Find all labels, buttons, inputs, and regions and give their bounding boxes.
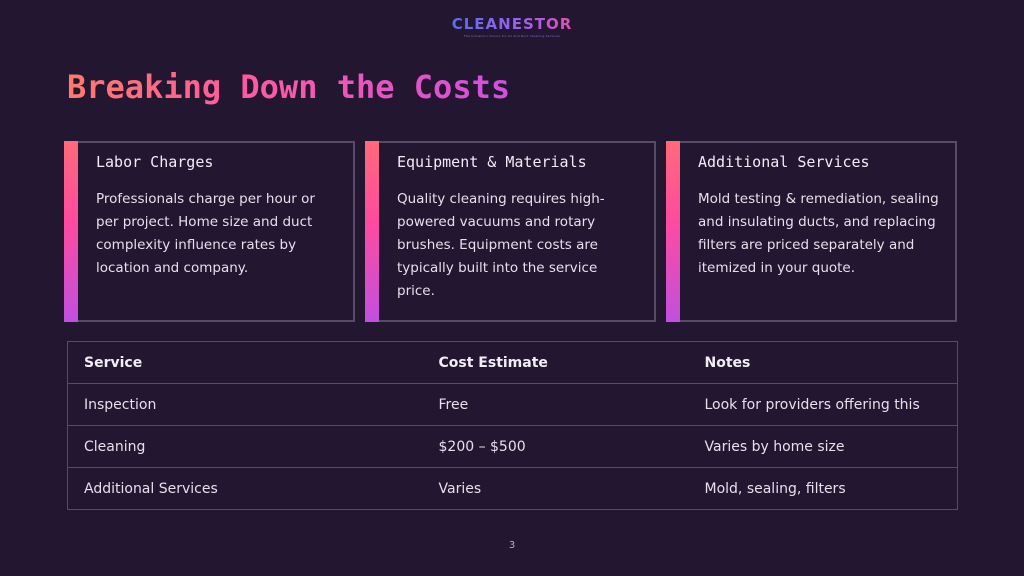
cell-cost: Free [422, 383, 689, 426]
table-row: Additional Services Varies Mold, sealing… [67, 467, 958, 510]
card-heading: Equipment & Materials [397, 153, 587, 171]
cell-service: Additional Services [67, 467, 423, 510]
cell-service: Cleaning [67, 425, 423, 468]
card-additional-services: Additional Services Mold testing & remed… [666, 141, 957, 322]
card-accent-bar [666, 141, 680, 322]
logo: CLEANESTOR The Industry's Choice for Air… [0, 14, 1024, 38]
card-body: Quality cleaning requires high-powered v… [397, 191, 605, 299]
cell-notes: Mold, sealing, filters [688, 467, 958, 510]
table-row: Inspection Free Look for providers offer… [67, 383, 958, 426]
column-header-notes: Notes [688, 341, 958, 384]
column-header-cost-estimate: Cost Estimate [422, 341, 689, 384]
card-labor-charges: Labor Charges Professionals charge per h… [64, 141, 355, 322]
card-body: Professionals charge per hour or per pro… [96, 191, 315, 276]
logo-wordmark: CLEANESTOR [451, 15, 573, 33]
card-heading: Additional Services [698, 153, 870, 171]
column-header-service: Service [67, 341, 423, 384]
cell-notes: Varies by home size [688, 425, 958, 468]
table-row: Cleaning $200 – $500 Varies by home size [67, 425, 958, 468]
card-accent-bar [64, 141, 78, 322]
card-equipment-materials: Equipment & Materials Quality cleaning r… [365, 141, 656, 322]
cell-notes: Look for providers offering this [688, 383, 958, 426]
card-accent-bar [365, 141, 379, 322]
page-number: 3 [508, 540, 516, 551]
cell-cost: Varies [422, 467, 689, 510]
card-body: Mold testing & remediation, sealing and … [698, 191, 939, 276]
cost-table: Service Cost Estimate Notes Inspection F… [67, 341, 958, 510]
cell-cost: $200 – $500 [422, 425, 689, 468]
card-heading: Labor Charges [96, 153, 214, 171]
cell-service: Inspection [67, 383, 423, 426]
table-header-row: Service Cost Estimate Notes [67, 341, 958, 384]
logo-tagline: The Industry's Choice for Air and Duct C… [463, 34, 561, 38]
page-title: Breaking Down the Costs [67, 68, 511, 106]
